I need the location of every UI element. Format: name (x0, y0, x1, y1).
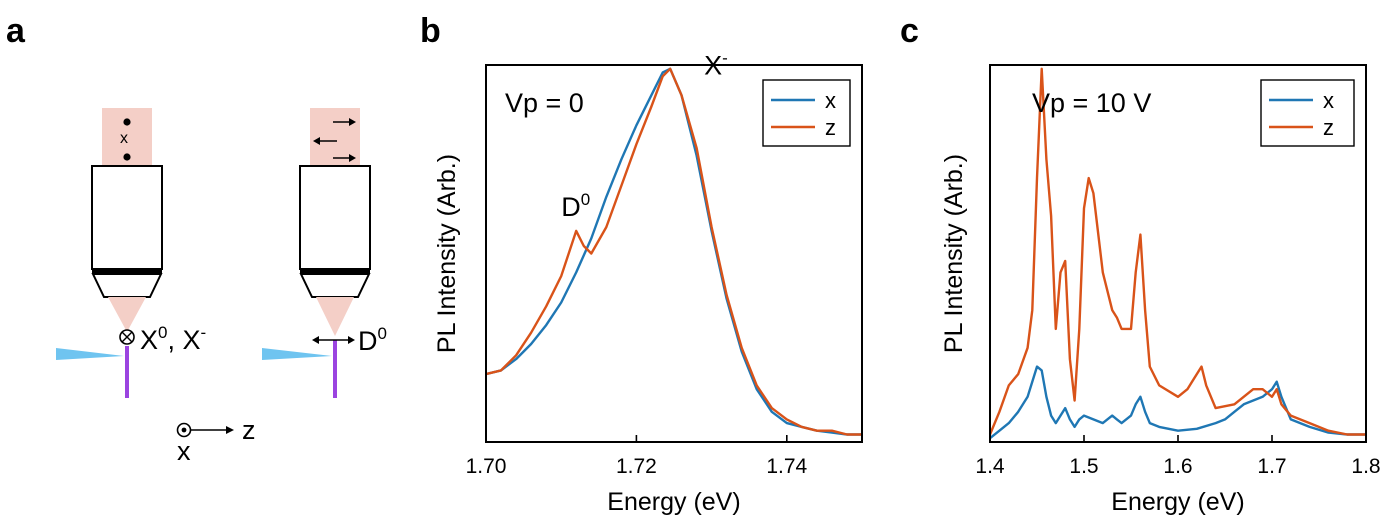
legend-box (762, 79, 851, 147)
cross-stroke (121, 331, 133, 343)
legend-label-z: z (1323, 115, 1334, 140)
x-axis-label: Energy (eV) (1111, 488, 1244, 516)
panel-c: c 1.4 1.5 1.6 1.7 1.8 Energy (eV) PL Intensity… (900, 12, 1381, 516)
legend-label-x: x (825, 88, 836, 113)
legend: xz (762, 79, 851, 147)
voltage-annotation: Vp = 0 (505, 88, 584, 118)
voltage-annotation: Vp = 10 V (1032, 88, 1151, 118)
objective-right: D0 (262, 108, 387, 398)
panel-letter-c: c (900, 12, 919, 50)
objective-body-right (299, 165, 371, 270)
x-tick-label: 1.7 (1257, 455, 1286, 478)
arrow-head (313, 137, 320, 145)
chart-b: 1.70 1.72 1.74 Energy (eV) PL Intensity (Arb… (433, 48, 863, 516)
x-tick-label: 1.74 (766, 455, 807, 478)
series-line-z (485, 67, 862, 436)
x-tick-label: 1.5 (1069, 455, 1098, 478)
arrow-head (348, 336, 355, 344)
x-tick-label: 1.4 (975, 455, 1005, 478)
panel-letter-a: a (6, 12, 26, 50)
panel-b: b 1.70 1.72 1.74 Energy (eV) PL Intensity (A… (420, 12, 863, 516)
arrow-head (226, 426, 234, 434)
x-tick-label: 1.72 (616, 455, 657, 478)
right-emission-label: D0 (358, 324, 387, 356)
beam-cone-left (108, 297, 146, 332)
objective-ring-left (92, 269, 162, 274)
laser-right (262, 348, 332, 360)
peak-label: X- (704, 48, 728, 80)
dot-icon (123, 153, 131, 161)
left-emission-label: X0, X- (140, 323, 206, 355)
objective-tip-right (299, 273, 371, 298)
laser-left (56, 348, 124, 360)
x-axis-label: Energy (eV) (607, 488, 740, 516)
axis-z-label: z (242, 415, 256, 445)
series-line-z (988, 67, 1366, 436)
panel-letter-b: b (420, 12, 441, 50)
series-line-x (989, 365, 1366, 440)
dot-icon (181, 427, 187, 433)
coordinate-axes: z x (176, 415, 256, 466)
x-tick-label: 1.8 (1351, 455, 1380, 478)
legend-box (1260, 79, 1355, 147)
y-axis-label: PL Intensity (Arb.) (433, 154, 461, 353)
legend-label-z: z (825, 115, 836, 140)
objective-tip-left (91, 273, 163, 298)
axis-x-label: x (177, 436, 191, 466)
arrow-head (312, 336, 319, 344)
dot-icon (123, 118, 131, 126)
beam-cone-right (316, 297, 354, 336)
objective-left: x X0, X- (56, 108, 206, 398)
peak-label: D0 (561, 190, 590, 222)
legend: xz (1260, 79, 1355, 147)
objective-body-left (91, 165, 163, 270)
arrow-head (349, 118, 356, 126)
x-tick-label: 1.6 (1163, 455, 1192, 478)
chart-c: 1.4 1.5 1.6 1.7 1.8 Energy (eV) PL Intensity (… (940, 64, 1381, 516)
plot-frame (485, 64, 863, 443)
panel-a: a x X0, X- (6, 12, 387, 466)
x-tick-label: 1.70 (466, 455, 507, 478)
polarization-symbol-left: x (120, 130, 128, 147)
legend-label-x: x (1323, 88, 1334, 113)
objective-ring-right (300, 269, 370, 274)
arrow-head (349, 154, 356, 162)
y-axis-label: PL Intensity (Arb.) (940, 154, 968, 353)
